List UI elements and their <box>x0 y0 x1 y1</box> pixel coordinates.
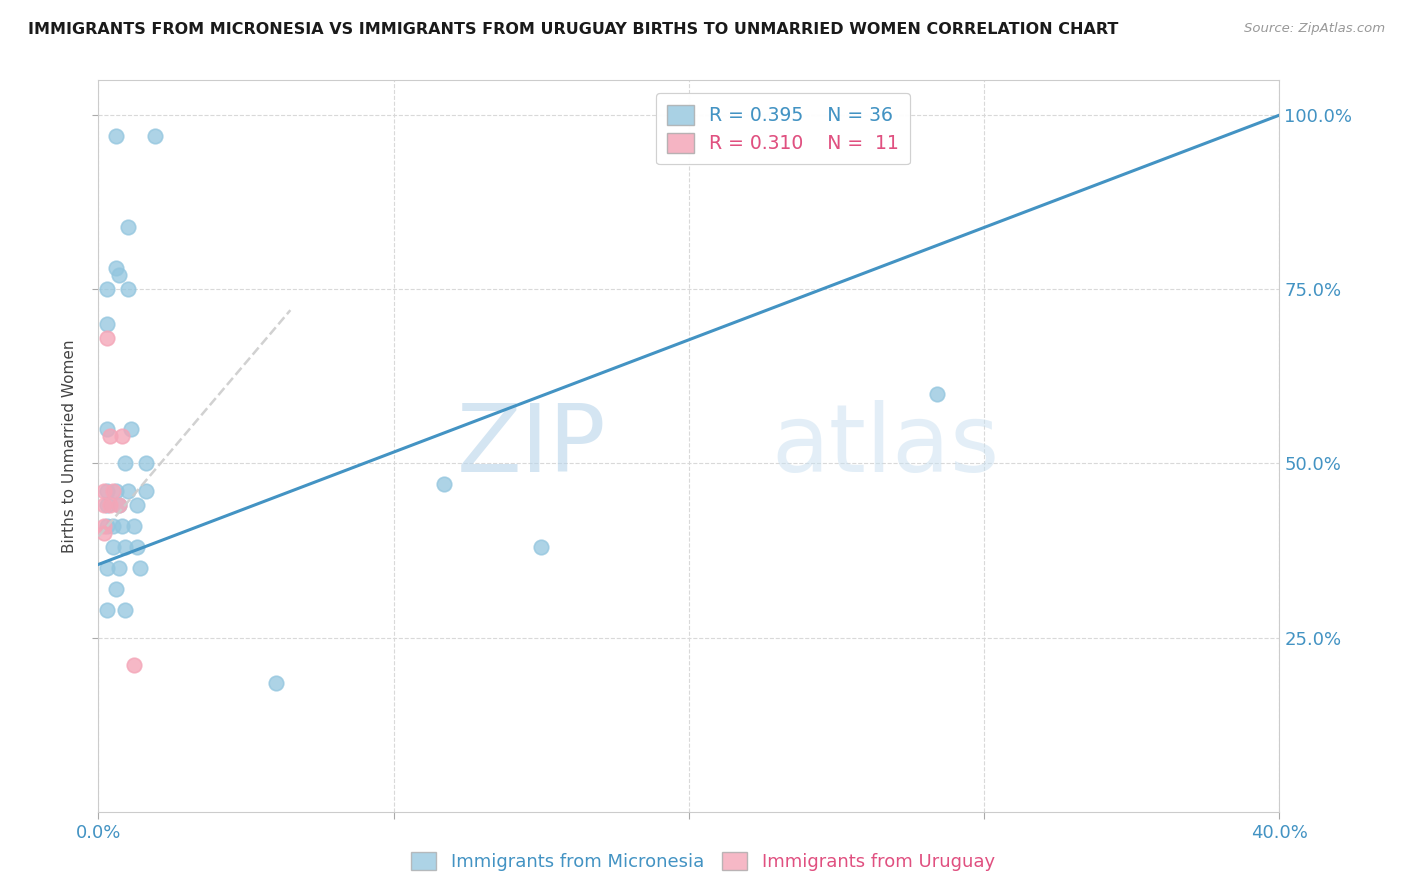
Text: atlas: atlas <box>772 400 1000 492</box>
Point <box>93 484 115 499</box>
Point <box>111 428 134 442</box>
Text: IMMIGRANTS FROM MICRONESIA VS IMMIGRANTS FROM URUGUAY BIRTHS TO UNMARRIED WOMEN : IMMIGRANTS FROM MICRONESIA VS IMMIGRANTS… <box>28 22 1119 37</box>
Point <box>111 519 134 533</box>
Point <box>96 282 118 296</box>
Point <box>108 498 131 512</box>
Point <box>530 540 553 554</box>
Point <box>103 519 125 533</box>
Point <box>114 457 136 471</box>
Y-axis label: Births to Unmarried Women: Births to Unmarried Women <box>62 339 77 553</box>
Point <box>433 477 456 491</box>
Point <box>96 603 118 617</box>
Point <box>96 484 118 499</box>
Point <box>105 128 128 143</box>
Point <box>264 676 287 690</box>
Point <box>96 561 118 575</box>
Text: ZIP: ZIP <box>457 400 606 492</box>
Point <box>93 498 115 512</box>
Point <box>125 498 148 512</box>
Point <box>143 128 166 143</box>
Point <box>105 484 128 499</box>
Point <box>117 484 139 499</box>
Point <box>93 519 115 533</box>
Point <box>108 561 131 575</box>
Point <box>96 317 118 331</box>
Point <box>122 519 145 533</box>
Point <box>108 268 131 283</box>
Point <box>128 561 150 575</box>
Point <box>98 428 121 442</box>
Point <box>96 421 118 435</box>
Point <box>93 526 115 541</box>
Point <box>96 331 118 345</box>
Point <box>108 498 131 512</box>
Point <box>122 658 145 673</box>
Point <box>96 519 118 533</box>
Point <box>117 219 139 234</box>
Legend: Immigrants from Micronesia, Immigrants from Uruguay: Immigrants from Micronesia, Immigrants f… <box>404 845 1002 879</box>
Point <box>114 540 136 554</box>
Point <box>125 540 148 554</box>
Point <box>105 261 128 276</box>
Point <box>105 582 128 596</box>
Text: Source: ZipAtlas.com: Source: ZipAtlas.com <box>1244 22 1385 36</box>
Point <box>103 484 125 499</box>
Point <box>114 603 136 617</box>
Point <box>98 498 121 512</box>
Point <box>96 498 118 512</box>
Point <box>103 540 125 554</box>
Point <box>135 457 157 471</box>
Point <box>925 386 948 401</box>
Point <box>135 484 157 499</box>
Point <box>117 282 139 296</box>
Point <box>120 421 142 435</box>
Legend: R = 0.395    N = 36, R = 0.310    N =  11: R = 0.395 N = 36, R = 0.310 N = 11 <box>657 94 910 164</box>
